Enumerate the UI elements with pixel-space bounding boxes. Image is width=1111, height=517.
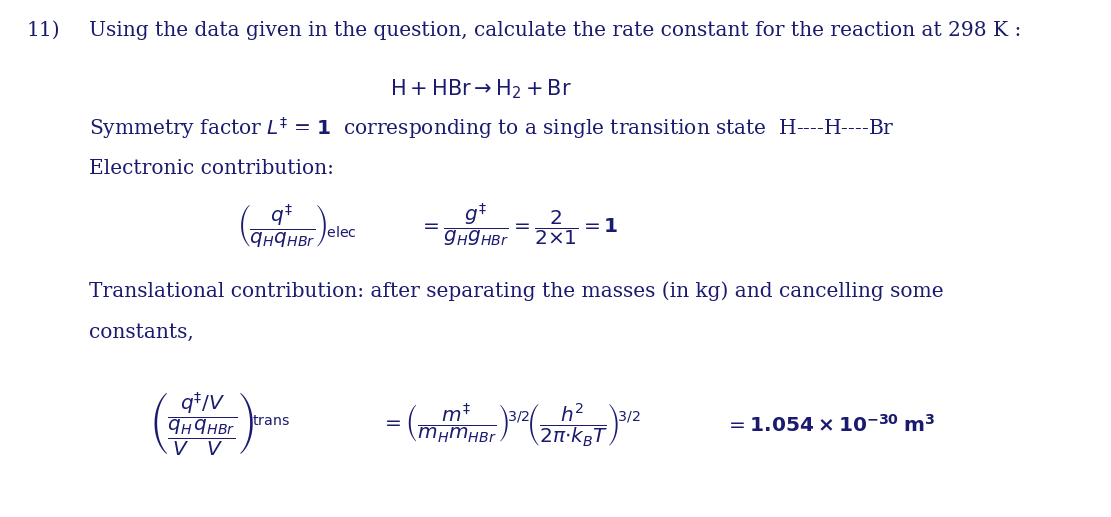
Text: Electronic contribution:: Electronic contribution: (89, 159, 334, 178)
Text: $\left(\dfrac{q^{\ddagger}}{q_{H}q_{HBr}}\right)_{\!\mathrm{elec}}$: $\left(\dfrac{q^{\ddagger}}{q_{H}q_{HBr}… (237, 202, 357, 249)
Text: 11): 11) (27, 21, 60, 40)
Text: Translational contribution: after separating the masses (in kg) and cancelling s: Translational contribution: after separa… (89, 282, 943, 301)
Text: $= \left(\dfrac{m^{\ddagger}}{m_{H}m_{HBr}}\right)^{\!3/2}\!\left(\dfrac{h^{2}}{: $= \left(\dfrac{m^{\ddagger}}{m_{H}m_{HB… (381, 401, 640, 448)
Text: Using the data given in the question, calculate the rate constant for the reacti: Using the data given in the question, ca… (89, 21, 1021, 40)
Text: constants,: constants, (89, 323, 193, 341)
Text: $= \mathbf{1.054 \times 10^{-30}\;m^{3}}$: $= \mathbf{1.054 \times 10^{-30}\;m^{3}}… (725, 414, 935, 436)
Text: $\mathrm{H + HBr \rightarrow H_2 + Br}$: $\mathrm{H + HBr \rightarrow H_2 + Br}$ (390, 77, 572, 100)
Text: $\left(\dfrac{q^{\ddagger}/V}{\dfrac{q_{H}}{V}\dfrac{q_{HBr}}{V}}\right)_{\!\mat: $\left(\dfrac{q^{\ddagger}/V}{\dfrac{q_{… (151, 391, 290, 459)
Text: Symmetry factor $L^{\ddagger}$ = $\mathbf{1}$  corresponding to a single transit: Symmetry factor $L^{\ddagger}$ = $\mathb… (89, 115, 894, 141)
Text: $= \dfrac{g^{\ddagger}}{g_{H}g_{HBr}} = \dfrac{2}{2{\times}1} = \mathbf{1}$: $= \dfrac{g^{\ddagger}}{g_{H}g_{HBr}} = … (419, 202, 619, 249)
